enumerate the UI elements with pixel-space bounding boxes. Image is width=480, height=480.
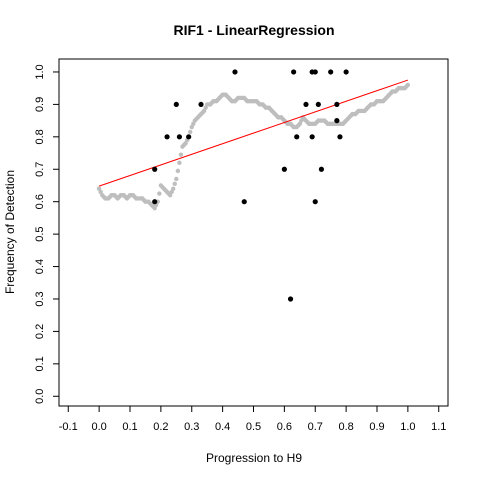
observed-point	[319, 167, 324, 172]
y-axis-label: Frequency of Detection	[3, 170, 17, 294]
observed-point	[288, 296, 293, 301]
observed-point	[186, 134, 191, 139]
x-tick-label: 0.9	[369, 421, 384, 433]
y-tick-label: 0.4	[34, 259, 46, 274]
observed-point	[334, 102, 339, 107]
chart-title: RIF1 - LinearRegression	[173, 22, 334, 38]
x-tick-label: 0.2	[153, 421, 168, 433]
y-tick-label: 0.5	[34, 226, 46, 241]
x-tick-label: 0.0	[91, 421, 106, 433]
smooth-point	[176, 169, 180, 173]
y-tick-label: 0.6	[34, 194, 46, 209]
observed-point	[174, 102, 179, 107]
y-tick-label: 1.0	[34, 64, 46, 79]
smooth-point	[171, 187, 175, 191]
x-tick-label: 0.4	[215, 421, 230, 433]
observed-point	[152, 167, 157, 172]
observed-point	[303, 102, 308, 107]
observed-point	[242, 199, 247, 204]
x-tick-label: 0.6	[277, 421, 292, 433]
smooth-point	[173, 182, 177, 186]
smooth-point	[157, 191, 161, 195]
x-tick-label: 1.0	[400, 421, 415, 433]
observed-point	[177, 134, 182, 139]
observed-point	[316, 102, 321, 107]
observed-point	[164, 134, 169, 139]
smooth-point	[406, 83, 410, 87]
x-tick-label: 0.8	[338, 421, 353, 433]
y-tick-label: 0.2	[34, 324, 46, 339]
observed-point	[232, 69, 237, 74]
observed-point	[337, 134, 342, 139]
y-tick-label: 0.9	[34, 97, 46, 112]
y-tick-label: 0.8	[34, 129, 46, 144]
x-tick-label: 0.7	[308, 421, 323, 433]
y-tick-label: 0.3	[34, 291, 46, 306]
x-tick-label: 0.1	[122, 421, 137, 433]
observed-point	[328, 69, 333, 74]
observed-point	[198, 102, 203, 107]
smooth-point	[177, 161, 181, 165]
smooth-point	[174, 177, 178, 181]
observed-point	[282, 167, 287, 172]
y-tick-label: 0.1	[34, 356, 46, 371]
y-tick-label: 0.0	[34, 389, 46, 404]
y-tick-label: 0.7	[34, 162, 46, 177]
observed-point	[291, 69, 296, 74]
smooth-point	[179, 152, 183, 156]
observed-point	[152, 199, 157, 204]
observed-point	[344, 69, 349, 74]
observed-point	[334, 118, 339, 123]
x-tick-label: 0.5	[246, 421, 261, 433]
observed-point	[294, 134, 299, 139]
x-tick-label: 1.1	[431, 421, 446, 433]
x-axis-label: Progression to H9	[206, 451, 302, 465]
observed-point	[310, 134, 315, 139]
smooth-point	[188, 130, 192, 134]
x-tick-label: -0.1	[59, 421, 78, 433]
observed-point	[313, 69, 318, 74]
observed-point	[313, 199, 318, 204]
x-tick-label: 0.3	[184, 421, 199, 433]
